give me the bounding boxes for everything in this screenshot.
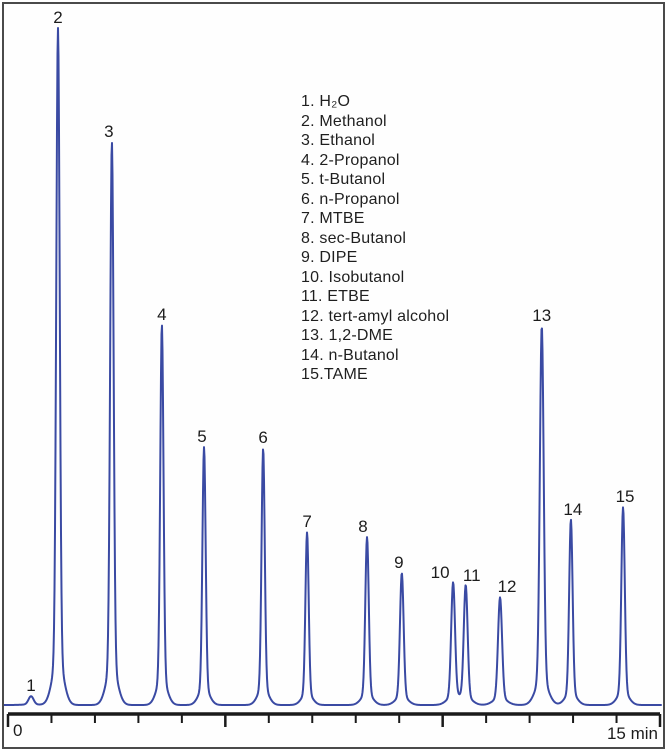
peak-label-9: 9 bbox=[394, 552, 404, 572]
legend-item-7: 7. MTBE bbox=[301, 210, 365, 227]
axis-end-label: 15 min bbox=[606, 724, 658, 743]
peak-label-10: 10 bbox=[430, 563, 450, 583]
axis-start-label: 0 bbox=[13, 721, 23, 740]
legend-item-5: 5. t-Butanol bbox=[301, 171, 386, 188]
legend-item-15: 15.TAME bbox=[301, 366, 368, 383]
legend-item-9: 9. DIPE bbox=[301, 249, 358, 266]
peak-label-15: 15 bbox=[615, 487, 635, 507]
time-axis bbox=[6, 712, 662, 727]
peak-label-11: 11 bbox=[462, 565, 481, 585]
peak-label-14: 14 bbox=[563, 499, 583, 519]
peak-label-1: 1 bbox=[26, 676, 36, 696]
peak-label-2: 2 bbox=[53, 8, 63, 27]
legend-item-11: 11. ETBE bbox=[301, 288, 370, 305]
peak-label-6: 6 bbox=[258, 428, 268, 448]
peak-label-13: 13 bbox=[532, 305, 552, 325]
legend-item-2: 2. Methanol bbox=[301, 112, 387, 130]
legend-item-6: 6. n-Propanol bbox=[301, 190, 400, 208]
signal-trace-line bbox=[4, 27, 662, 706]
legend-item-4: 4. 2-Propanol bbox=[301, 151, 400, 169]
legend-item-8: 8. sec-Butanol bbox=[301, 229, 407, 247]
legend-item-3: 3. Ethanol bbox=[301, 132, 376, 149]
compound-legend: 1. H₂O 2. Methanol 3. Ethanol 4. 2-Propanol… bbox=[301, 92, 449, 385]
peak-label-7: 7 bbox=[302, 512, 312, 532]
peak-label-3: 3 bbox=[104, 121, 114, 141]
legend-item-13: 13. 1,2-DME bbox=[301, 327, 394, 344]
legend-item-10: 10. Isobutanol bbox=[301, 268, 405, 286]
peak-label-5: 5 bbox=[197, 427, 207, 447]
peak-label-12: 12 bbox=[497, 577, 517, 597]
peak-label-8: 8 bbox=[358, 517, 368, 537]
legend-item-14: 14. n-Butanol bbox=[301, 346, 399, 364]
peak-label-4: 4 bbox=[157, 304, 167, 324]
legend-item-1: 1. H₂O bbox=[301, 93, 351, 110]
legend-item-12: 12. tert-amyl alcohol bbox=[301, 307, 450, 325]
